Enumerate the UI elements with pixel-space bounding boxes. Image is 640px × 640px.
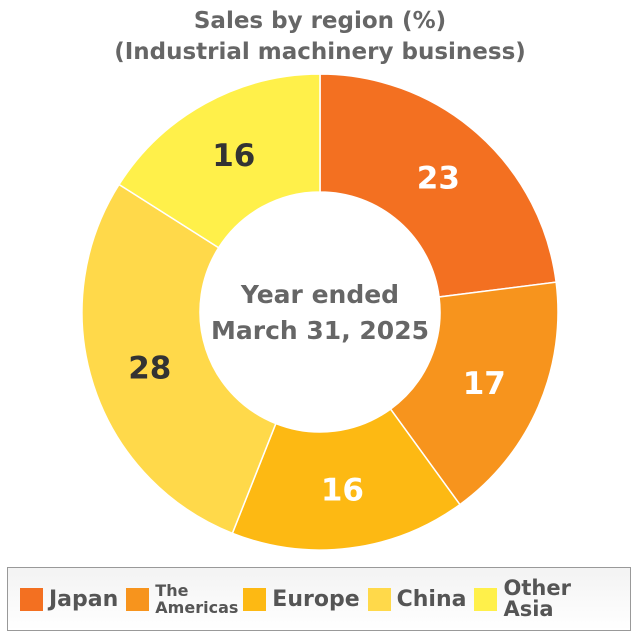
legend-label-line: Other [503,576,571,600]
legend-swatch [20,587,43,611]
slice-the-americas [389,281,559,506]
legend-label: Other Asia [503,578,583,620]
data-label: 17 [463,366,506,402]
legend-label-line: China [396,586,467,612]
legend-label: The Americas [155,581,239,617]
slice-europe [231,408,461,551]
legend-item: China [367,587,467,612]
title-line-1: Sales by region (%) [193,8,447,34]
legend-label: Europe [272,587,359,612]
legend: Japan The Americas Europe China Other Asia [7,567,631,631]
data-label: 16 [212,138,255,174]
legend-item: The Americas [126,581,239,617]
title-line-2: (Industrial machinery business) [114,39,526,65]
legend-label-line: Europe [272,586,360,612]
legend-swatch [367,587,391,611]
legend-item: Japan [20,587,118,612]
slice-china [81,183,277,535]
slice-other-asia [118,73,321,249]
legend-label-line: The [155,581,189,600]
chart-title: Sales by region (%) (Industrial machiner… [0,6,640,68]
data-label: 28 [128,350,171,386]
slice-japan [319,73,557,298]
data-label: 23 [417,161,460,197]
legend-item: Other Asia [474,578,583,620]
legend-label: Japan [49,587,118,612]
data-label: 16 [321,473,364,509]
legend-swatch [243,587,267,611]
legend-label: China [397,587,467,612]
legend-item: Europe [243,587,360,612]
legend-label-line: Japan [49,586,119,612]
legend-swatch [474,587,498,611]
legend-label-line: Asia [503,597,554,621]
legend-label-line: Americas [155,598,239,617]
center-label: March 31, 2025 [211,316,429,345]
legend-swatch [126,587,150,611]
center-label: Year ended [240,280,399,309]
